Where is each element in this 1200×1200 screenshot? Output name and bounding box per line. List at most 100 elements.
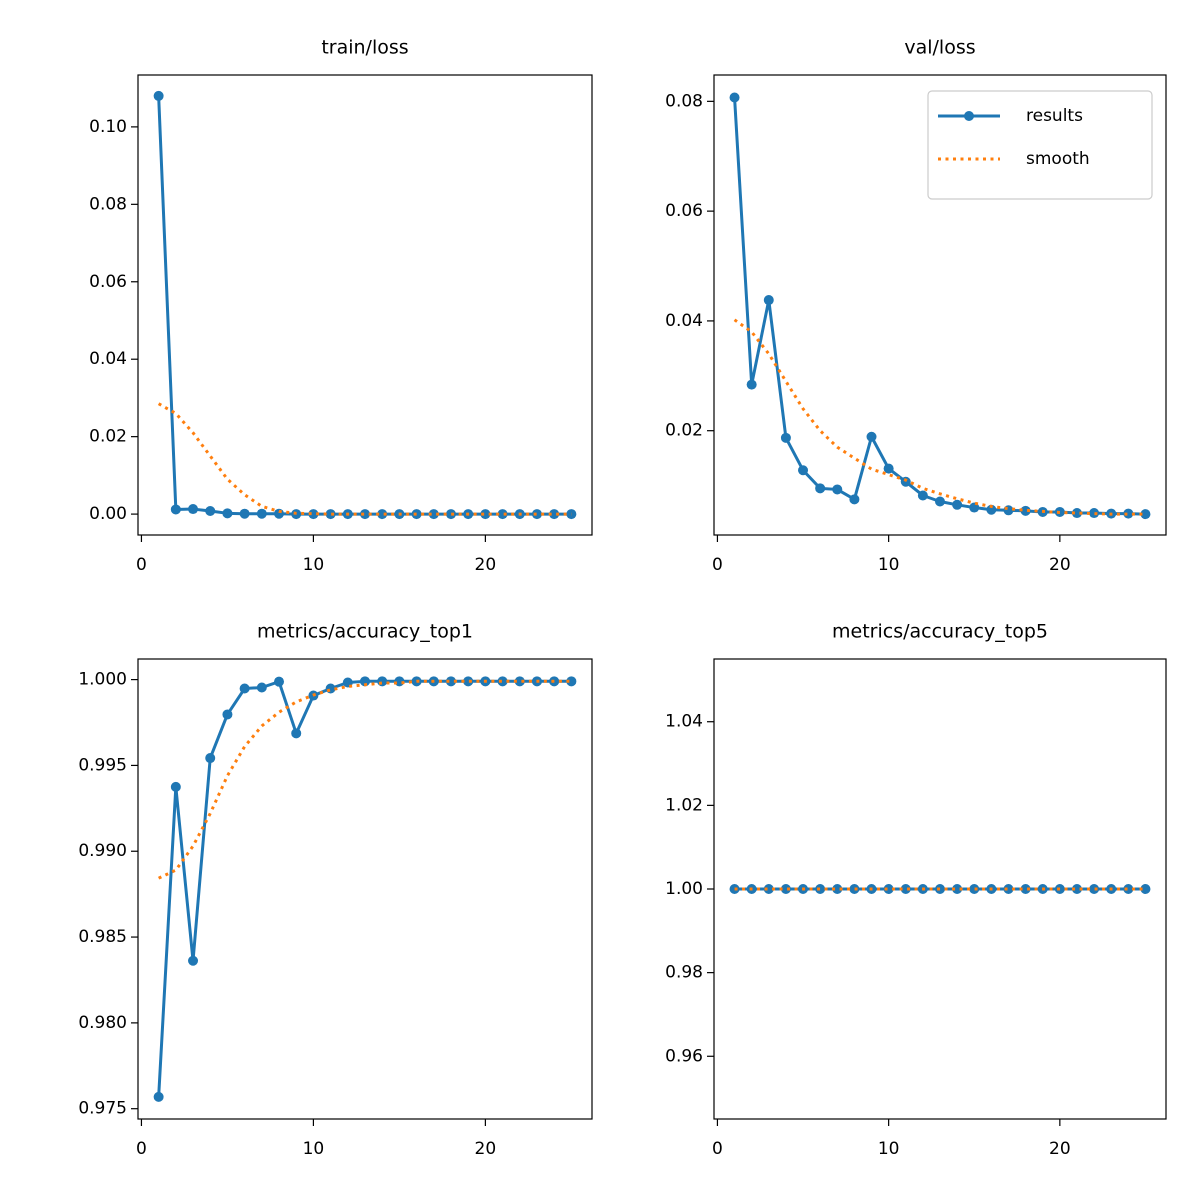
- legend: results smooth: [927, 90, 1153, 200]
- point: [1123, 508, 1134, 519]
- point: [325, 683, 336, 694]
- x-tick-label: 0: [136, 555, 147, 575]
- point: [969, 884, 980, 894]
- point: [205, 753, 216, 764]
- y-tick-label: 0.980: [78, 1013, 127, 1033]
- point: [428, 509, 439, 520]
- point: [952, 499, 963, 510]
- point: [883, 463, 894, 474]
- point: [1003, 884, 1014, 894]
- x-tick-label: 20: [1049, 1139, 1071, 1159]
- point: [188, 955, 199, 966]
- point: [274, 508, 285, 519]
- point: [566, 676, 577, 687]
- x-tick-label: 10: [303, 555, 325, 575]
- axes-frame: [137, 658, 593, 1120]
- point: [222, 508, 233, 519]
- legend-label: results: [1026, 106, 1083, 126]
- series-line: [157, 679, 572, 1097]
- point: [729, 92, 740, 103]
- y-tick-label: 0.08: [89, 194, 127, 214]
- y-tick-label: 0.04: [89, 349, 127, 369]
- legend-box: [927, 90, 1153, 200]
- point: [883, 884, 894, 894]
- subplot: metrics/accuracy_top1 0.975 0.980 0.985 0.99…: [78, 621, 593, 1159]
- x-tick-label: 0: [136, 1139, 147, 1159]
- point: [445, 509, 456, 520]
- point: [780, 884, 791, 894]
- point: [239, 683, 250, 694]
- point: [377, 676, 388, 687]
- point: [549, 509, 560, 520]
- point: [291, 728, 302, 739]
- x-tick-label: 20: [475, 555, 497, 575]
- point: [205, 505, 216, 516]
- y-tick-label: 0.02: [89, 427, 127, 447]
- point: [153, 90, 164, 101]
- point: [170, 504, 181, 515]
- point: [1140, 509, 1151, 520]
- point: [360, 676, 370, 687]
- point: [1089, 884, 1100, 894]
- point: [480, 509, 491, 520]
- subplot-title: train/loss: [321, 37, 408, 59]
- axes-frame: [137, 74, 593, 536]
- point: [256, 508, 267, 519]
- series-line: [157, 95, 572, 516]
- x-tick-label: 0: [712, 555, 723, 575]
- point: [256, 682, 267, 693]
- series-line: [157, 402, 572, 516]
- point: [153, 1091, 164, 1102]
- point: [815, 884, 826, 894]
- point: [497, 509, 508, 520]
- axes-frame: [713, 658, 1167, 1120]
- subplot: val/loss 0.02 0.04 0.06 0.08 0 10 20 results smoo…: [665, 37, 1167, 575]
- y-tick-label: 0.990: [78, 841, 127, 861]
- point: [1071, 508, 1082, 519]
- x-tick-label: 10: [878, 1139, 900, 1159]
- point: [986, 504, 997, 515]
- point: [849, 884, 860, 894]
- point: [729, 884, 740, 894]
- y-tick-label: 1.04: [665, 712, 703, 732]
- y-tick-label: 0.96: [665, 1046, 703, 1066]
- point: [952, 884, 963, 894]
- point: [531, 509, 542, 520]
- y-tick-label: 0.10: [89, 117, 127, 137]
- point: [832, 484, 843, 495]
- subplot-title: metrics/accuracy_top5: [832, 621, 1048, 643]
- point: [746, 379, 757, 390]
- point: [763, 884, 774, 894]
- y-tick-label: 0.06: [665, 201, 703, 221]
- y-tick-label: 0.00: [89, 504, 127, 524]
- y-tick-label: 0.02: [665, 421, 703, 441]
- y-tick-label: 0.985: [78, 927, 127, 947]
- axes-frame: [713, 74, 1167, 536]
- point: [188, 504, 199, 515]
- point: [1071, 884, 1082, 894]
- point: [798, 465, 809, 476]
- x-tick-label: 20: [1049, 555, 1071, 575]
- point: [308, 509, 319, 520]
- point: [935, 496, 945, 507]
- point: [763, 295, 774, 306]
- point: [815, 483, 826, 494]
- y-tick-label: 0.08: [665, 91, 703, 111]
- x-tick-label: 0: [712, 1139, 723, 1159]
- point: [1020, 505, 1031, 516]
- y-tick-label: 0.995: [78, 755, 127, 775]
- subplot-title: val/loss: [904, 37, 975, 59]
- point: [222, 709, 233, 720]
- point: [780, 432, 791, 443]
- x-tick-label: 10: [878, 555, 900, 575]
- point: [900, 884, 911, 894]
- y-tick-label: 0.98: [665, 963, 703, 983]
- point: [360, 509, 370, 520]
- y-tick-label: 1.000: [78, 670, 127, 690]
- point: [274, 676, 285, 687]
- series-line: [158, 679, 572, 880]
- y-tick-label: 0.06: [89, 272, 127, 292]
- y-tick-label: 0.975: [78, 1099, 127, 1119]
- point: [239, 508, 250, 519]
